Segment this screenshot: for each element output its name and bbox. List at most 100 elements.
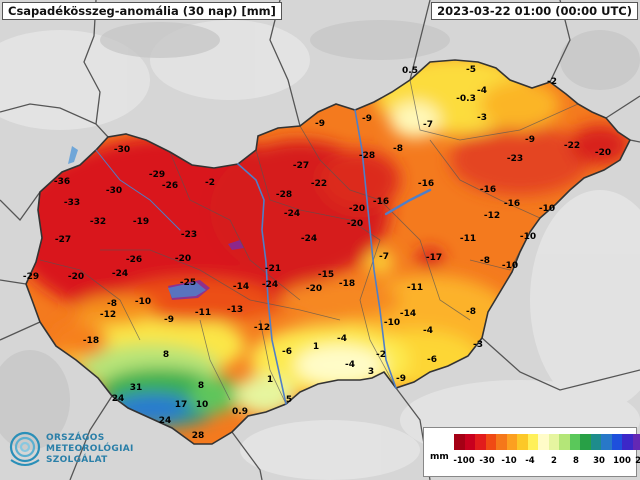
legend-swatch [601,434,612,450]
legend-swatch [548,434,559,450]
value-label: -10 [520,232,536,242]
station-labels: -30-36-33-30-29-26 -2-27-22-28-24-32 -19-2… [23,65,611,441]
value-label: -10 [502,261,518,271]
value-label: -24 [262,280,278,290]
value-label: -7 [423,120,433,130]
value-label: -2 [547,77,557,87]
value-label: -0.3 [456,94,476,104]
value-label: -21 [265,264,281,274]
map-timestamp: 2023-03-22 01:00 (00:00 UTC) [431,2,638,20]
value-label: -9 [164,315,174,325]
value-label: 24 [159,416,172,426]
legend-swatch [517,434,528,450]
value-label: -2 [205,178,215,188]
value-label: -27 [293,161,309,171]
legend-tick-label: 250 [635,456,640,466]
value-label: -3 [477,113,487,123]
value-label: 1 [267,375,273,385]
omsz-logo: ORSZÁGOS METEOROLÓGIAI SZOLGÁLAT [8,430,168,474]
lake-tisza [384,188,432,216]
legend-swatch [496,434,507,450]
value-label: -13 [227,305,243,315]
legend-tick-label: 8 [573,456,579,466]
value-label: -24 [301,234,317,244]
value-label: -12 [484,211,500,221]
value-label: -10 [539,204,555,214]
river-tisza [354,109,397,389]
value-label: -11 [460,234,476,244]
value-label: -20 [347,219,363,229]
value-label: -4 [337,334,347,344]
legend-tick-label: -4 [525,456,535,466]
value-label: -5 [466,65,476,75]
legend-swatch [590,434,601,450]
value-label: -20 [68,272,84,282]
value-label: 28 [192,431,205,441]
legend-swatch [632,434,640,450]
value-label: -10 [384,318,400,328]
value-label: -6 [282,347,292,357]
value-label: -19 [133,217,149,227]
value-label: -16 [480,185,496,195]
color-legend: mm -100 -30 -10 -4 2 8 30 100 250 [423,427,640,477]
legend-swatch [569,434,580,450]
value-label: -17 [426,253,442,263]
value-label: -14 [400,309,416,319]
value-label: -7 [379,252,389,262]
value-label: 24 [112,394,125,404]
value-label: -30 [114,145,130,155]
value-label: -9 [525,135,535,145]
value-label: 5 [286,395,292,405]
value-label: -18 [339,279,355,289]
legend-swatch [538,434,549,450]
value-label: -2 [376,350,386,360]
hungary-border [25,59,632,445]
rivers [95,109,432,405]
legend-tick-label: 2 [551,456,557,466]
legend-tick-label: -100 [453,456,475,466]
value-label: -28 [359,151,375,161]
value-label: -26 [126,255,142,265]
value-label: -30 [106,186,122,196]
legend-ticks: -100 -30 -10 -4 2 8 30 100 250 [453,456,640,468]
value-label: 17 [175,400,188,410]
value-label: 0.5 [402,66,418,76]
value-label: -11 [407,283,423,293]
value-label: -4 [423,326,433,336]
map-title: Csapadékösszeg-anomália (30 nap) [mm] [2,2,282,20]
value-label: -8 [466,307,476,317]
legend-swatch [485,434,496,450]
value-label: -18 [83,336,99,346]
value-label: -16 [504,199,520,209]
legend-swatch [611,434,622,450]
value-label: -16 [418,179,434,189]
logo-line-2: METEOROLÓGIAI [46,444,134,454]
value-label: -36 [54,177,70,187]
value-label: -20 [595,148,611,158]
value-label: -20 [349,204,365,214]
value-label: -22 [311,179,327,189]
value-label: -6 [427,355,437,365]
value-label: -20 [175,254,191,264]
value-label: 31 [130,383,143,393]
value-label: -8 [393,144,403,154]
value-label: -22 [564,141,580,151]
legend-tick-label: 30 [593,456,605,466]
value-label: -9 [315,119,325,129]
value-label: 8 [163,350,169,360]
value-label: -26 [162,181,178,191]
legend-tick-label: 100 [613,456,631,466]
omsz-logo-icon [9,431,41,466]
lake-neusiedl [68,146,78,164]
value-label: -4 [477,86,487,96]
value-label: -14 [233,282,249,292]
value-label: -29 [149,170,165,180]
value-label: -10 [135,297,151,307]
legend-tick-label: -10 [501,456,517,466]
value-label: -20 [306,284,322,294]
legend-swatch [559,434,570,450]
value-label: -12 [100,310,116,320]
logo-line-1: ORSZÁGOS [46,433,105,443]
value-label: -8 [480,256,490,266]
value-label: -25 [180,278,196,288]
